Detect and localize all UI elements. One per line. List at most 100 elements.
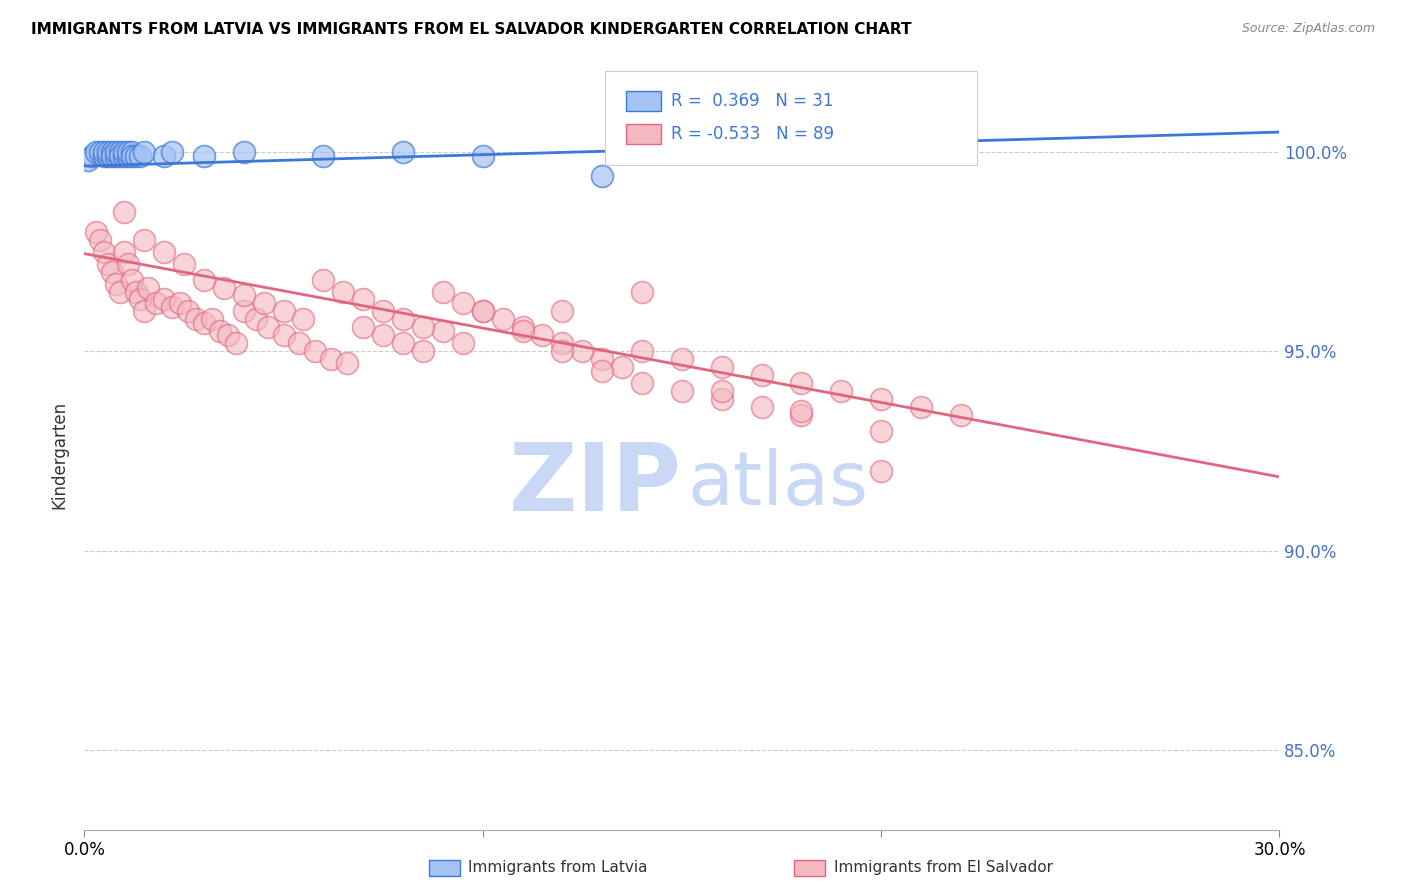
Point [551, 336, 574, 351]
Point [412, 320, 434, 334]
Point [225, 336, 247, 351]
Point [121, 272, 143, 286]
Point [169, 296, 191, 310]
Point [512, 324, 534, 338]
Point [93, 145, 115, 159]
Point [492, 312, 515, 326]
Point [273, 328, 295, 343]
Point [110, 149, 132, 163]
Point [751, 400, 773, 414]
Point [304, 344, 326, 359]
Point [184, 312, 207, 326]
Point [392, 145, 415, 159]
Point [208, 324, 231, 338]
Point [591, 169, 613, 183]
Point [193, 272, 215, 286]
Point [97, 149, 120, 163]
Point [352, 320, 374, 334]
Point [412, 344, 434, 359]
Point [132, 304, 156, 318]
Point [790, 376, 813, 391]
Text: R =  0.369   N = 31: R = 0.369 N = 31 [671, 92, 834, 110]
Point [110, 285, 132, 299]
Point [86, 225, 108, 239]
Point [97, 145, 120, 159]
Point [551, 304, 574, 318]
Point [125, 285, 148, 299]
Point [245, 312, 267, 326]
Point [89, 145, 111, 159]
Point [352, 293, 374, 307]
Point [145, 296, 167, 310]
Point [591, 364, 613, 378]
Point [512, 320, 534, 334]
Point [949, 408, 972, 422]
Point [93, 149, 115, 163]
Point [112, 204, 135, 219]
Point [910, 400, 932, 414]
Point [212, 280, 235, 294]
Point [112, 145, 135, 159]
Point [125, 149, 148, 163]
Point [432, 285, 454, 299]
Point [173, 257, 195, 271]
Text: ZIP: ZIP [509, 439, 682, 531]
Point [112, 244, 135, 259]
Point [870, 424, 893, 438]
Point [830, 384, 852, 399]
Point [201, 312, 224, 326]
Point [110, 145, 132, 159]
Point [332, 285, 354, 299]
Text: IMMIGRANTS FROM LATVIA VS IMMIGRANTS FROM EL SALVADOR KINDERGARTEN CORRELATION C: IMMIGRANTS FROM LATVIA VS IMMIGRANTS FRO… [31, 22, 911, 37]
Point [288, 336, 311, 351]
Point [253, 296, 276, 310]
Point [105, 277, 128, 291]
Point [471, 304, 494, 318]
Point [82, 149, 104, 163]
Point [870, 464, 893, 478]
Point [312, 272, 335, 286]
Point [312, 149, 335, 163]
Point [193, 317, 215, 331]
Point [612, 360, 634, 375]
Point [153, 293, 176, 307]
Point [790, 408, 813, 422]
Point [710, 392, 733, 406]
Point [471, 304, 494, 318]
Point [432, 324, 454, 338]
Point [232, 304, 254, 318]
Point [117, 149, 139, 163]
Point [160, 145, 183, 159]
Point [89, 233, 111, 247]
Text: atlas: atlas [688, 449, 869, 522]
Point [177, 304, 200, 318]
Point [671, 352, 693, 367]
Point [292, 312, 315, 326]
Point [870, 392, 893, 406]
Point [121, 145, 143, 159]
Point [551, 344, 574, 359]
Point [153, 149, 176, 163]
Text: Immigrants from Latvia: Immigrants from Latvia [468, 860, 648, 874]
Text: Source: ZipAtlas.com: Source: ZipAtlas.com [1241, 22, 1375, 36]
Point [97, 257, 120, 271]
Point [631, 285, 654, 299]
Point [117, 145, 139, 159]
Point [531, 328, 554, 343]
Point [710, 360, 733, 375]
Point [101, 145, 124, 159]
Point [451, 296, 474, 310]
Point [105, 145, 128, 159]
Point [129, 149, 152, 163]
Point [129, 293, 152, 307]
Point [101, 264, 124, 278]
Text: R = -0.533   N = 89: R = -0.533 N = 89 [671, 125, 834, 143]
Point [471, 149, 494, 163]
Point [136, 280, 159, 294]
Point [790, 404, 813, 418]
Point [193, 149, 215, 163]
Point [105, 149, 128, 163]
Point [93, 244, 115, 259]
Y-axis label: Kindergarten: Kindergarten [51, 401, 69, 509]
Point [217, 328, 239, 343]
